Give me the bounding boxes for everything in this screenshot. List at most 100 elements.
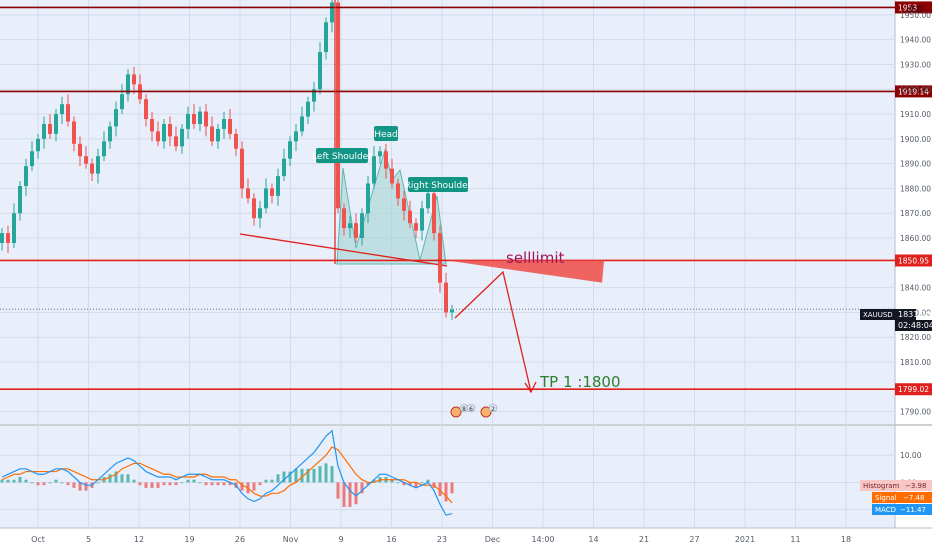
macd-histogram-bar <box>312 468 316 483</box>
macd-histogram-bar <box>426 479 430 483</box>
macd-histogram-bar <box>210 482 214 486</box>
event-flag-icon[interactable] <box>480 406 492 418</box>
candle-body <box>306 101 310 117</box>
currency-badge[interactable]: USD <box>906 5 923 14</box>
candle-body <box>162 123 166 142</box>
price-tick-label: 1860.00 <box>900 234 931 243</box>
macd-histogram-bar <box>288 471 292 483</box>
candle-body <box>384 151 388 169</box>
macd-histogram-bar <box>48 482 52 484</box>
event-flag-icon[interactable] <box>450 406 462 418</box>
candle-body <box>264 188 268 209</box>
price-tick-label: 1880.00 <box>900 184 931 193</box>
time-tick-label: 14 <box>588 535 598 544</box>
macd-histogram-bar <box>180 482 184 484</box>
candle-body <box>132 74 136 85</box>
time-tick-label: 11 <box>790 535 800 544</box>
right-shoulder-label[interactable]: Right Shoulder <box>405 177 472 192</box>
macd-histogram-bar <box>78 482 82 491</box>
signal-line <box>1 446 453 504</box>
macd-histogram-bar <box>390 479 394 483</box>
level-price-text: 1953 <box>898 3 917 12</box>
macd-histogram-bar <box>54 479 58 483</box>
main-pane-background <box>0 0 895 424</box>
macd-histogram-bar <box>72 482 76 488</box>
price-tick-label: 1900.00 <box>900 135 931 144</box>
arrow-head-icon <box>524 381 537 394</box>
macd-histogram-bar <box>420 482 424 484</box>
candle-body <box>342 208 346 229</box>
macd-histogram-bar <box>24 479 28 483</box>
head-label[interactable]: Head <box>374 126 398 141</box>
macd-histogram-bar <box>84 482 88 491</box>
macd-histogram-bar <box>138 482 142 486</box>
time-tick-label: Dec <box>485 535 500 544</box>
signal-value: −7.48 <box>903 494 924 502</box>
level-price-tag <box>895 1 932 14</box>
macd-histogram-bar <box>276 474 280 483</box>
macd-histogram-bar <box>402 482 406 486</box>
candle-body <box>144 99 148 120</box>
candle-body <box>210 126 214 142</box>
price-tick-label: 1940.00 <box>900 36 931 45</box>
time-tick-label: 14:00 <box>531 535 554 544</box>
candle-body <box>228 119 232 134</box>
time-tick-label: 23 <box>437 535 447 544</box>
candle-body <box>438 233 442 283</box>
candle-body <box>402 198 406 211</box>
macd-histogram-bar <box>360 482 364 494</box>
candle-body <box>192 114 196 124</box>
candle-body <box>234 133 238 149</box>
event-count-2: 6 <box>469 406 473 413</box>
trade-plan-drawing[interactable] <box>0 0 895 394</box>
candle-body <box>186 114 190 129</box>
candle-body <box>420 208 424 231</box>
current-price-badge: XAUUSD 1831.30 02:48:04 <box>860 309 932 331</box>
candle-body <box>282 158 286 177</box>
macd-value: −11.47 <box>900 506 926 514</box>
candle-body <box>318 52 322 90</box>
price-tick-label: 1840.00 <box>900 284 931 293</box>
candle-body <box>222 119 226 129</box>
left-shoulder-label[interactable]: Left Shoulder <box>312 148 372 163</box>
macd-indicator <box>0 429 454 516</box>
candle-body <box>378 151 382 157</box>
take-profit-label[interactable]: TP 1 :1800 <box>539 373 621 391</box>
macd-pane-background <box>0 426 895 528</box>
candle-body <box>324 22 328 53</box>
macd-histogram-bar <box>36 482 40 486</box>
price-tick-label: 1870.00 <box>900 209 931 218</box>
macd-histogram-bar <box>192 479 196 483</box>
time-tick-label: 16 <box>386 535 396 544</box>
candle-body <box>114 109 118 127</box>
candle-body <box>396 183 400 199</box>
pattern-shape <box>336 148 447 265</box>
macd-histogram-bar <box>120 474 124 483</box>
time-tick-label: 27 <box>689 535 699 544</box>
macd-histogram-bar <box>126 474 130 483</box>
macd-histogram-bar <box>414 482 418 488</box>
macd-histogram-bar <box>228 482 232 486</box>
time-tick-label: 2021 <box>735 535 755 544</box>
macd-histogram-bar <box>108 474 112 483</box>
selllimit-label[interactable]: selllimit <box>506 249 564 267</box>
candle-body <box>84 156 88 164</box>
time-tick-label: 21 <box>639 535 649 544</box>
price-tick-label: 1930.00 <box>900 60 931 69</box>
candle-body <box>204 111 208 127</box>
candle-body <box>102 141 106 157</box>
candle-body <box>120 94 124 110</box>
event-badge-icon <box>466 403 476 413</box>
event-markers[interactable]: 8 6 2 <box>450 403 498 418</box>
price-tick-label: 1790.00 <box>900 408 931 417</box>
candle-body <box>42 123 46 139</box>
price-tick-label: 1920.00 <box>900 85 931 94</box>
macd-histogram-bar <box>186 479 190 483</box>
macd-histogram-bar <box>258 482 262 486</box>
macd-line <box>1 429 453 516</box>
macd-histogram-bar <box>168 482 172 486</box>
macd-histogram-bar <box>96 482 100 484</box>
current-price-symbol: XAUUSD <box>863 311 893 319</box>
candle-body <box>408 210 412 224</box>
